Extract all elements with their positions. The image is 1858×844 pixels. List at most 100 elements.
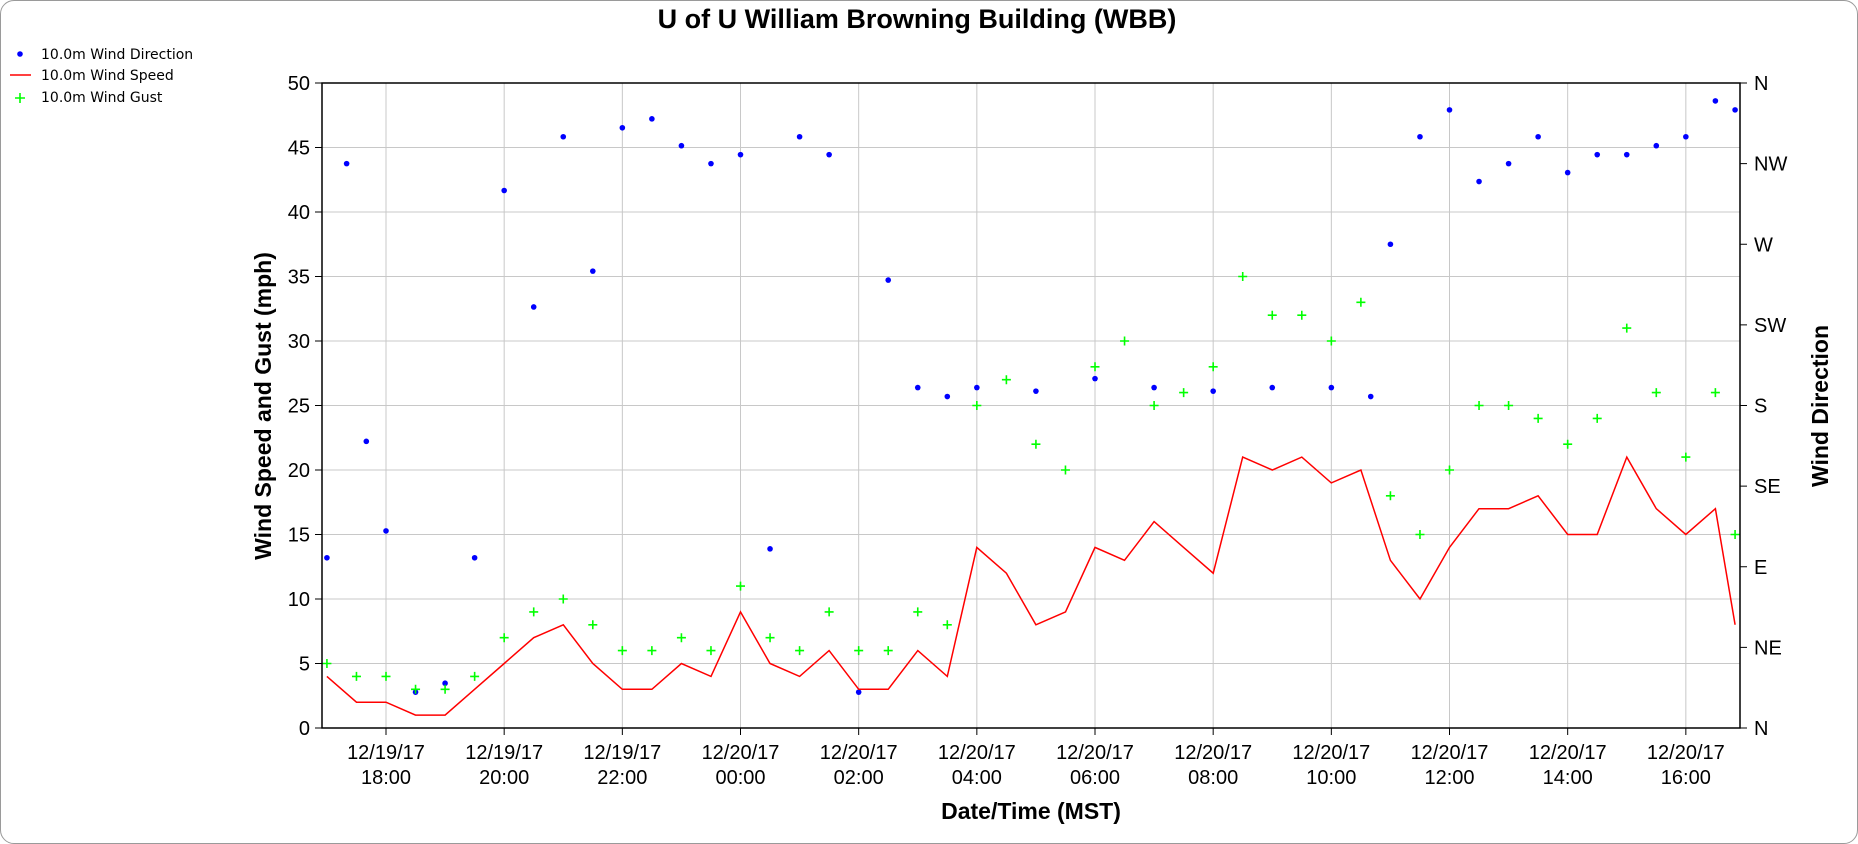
wind-gust-point xyxy=(1001,375,1011,385)
wind-direction-point xyxy=(767,546,773,552)
y-tick-label: 30 xyxy=(288,331,310,353)
wind-direction-point xyxy=(1446,107,1453,113)
wind-gust-point xyxy=(351,671,361,681)
x-tick-time: 10:00 xyxy=(1306,767,1356,789)
wind-direction-point xyxy=(1151,384,1157,391)
y2-tick-label: S xyxy=(1754,396,1767,418)
y-tick-label: 15 xyxy=(288,525,310,547)
wind-gust-point xyxy=(322,659,332,668)
x-tick-time: 02:00 xyxy=(834,767,884,789)
wind-direction-point xyxy=(1033,388,1039,394)
wind-gust-point xyxy=(617,646,627,656)
wind-gust-point xyxy=(1651,388,1661,398)
y2-tick-label: NE xyxy=(1754,637,1782,659)
x-tick-time: 08:00 xyxy=(1188,767,1238,789)
wind-gust-point xyxy=(972,401,982,410)
wind-direction-point xyxy=(501,187,507,194)
wind-direction-point xyxy=(649,116,655,122)
legend: 10.0m Wind Direction 10.0m Wind Speed 10… xyxy=(10,47,193,106)
wind-gust-point xyxy=(1710,388,1720,398)
wind-direction-point xyxy=(737,151,744,158)
wind-direction-point xyxy=(1476,178,1482,185)
x-tick-date: 12/20/17 xyxy=(1174,742,1252,764)
wind-direction-point xyxy=(1417,133,1423,140)
x-tick-date: 12/19/17 xyxy=(465,742,543,764)
wind-speed-series xyxy=(326,455,1736,716)
wind-gust-point xyxy=(854,646,864,656)
wind-direction-point xyxy=(678,142,685,149)
wind-direction-point xyxy=(796,133,803,140)
wind-gust-point xyxy=(1592,413,1602,423)
x-tick-time: 00:00 xyxy=(715,767,765,789)
wind-direction-point xyxy=(1732,107,1738,113)
wind-gust-point xyxy=(913,607,923,617)
wind-gust-point xyxy=(1356,297,1366,307)
wind-gust-point xyxy=(1730,530,1740,539)
wind-gust-point xyxy=(795,646,805,656)
y-tick-label: 25 xyxy=(288,396,310,418)
x-tick-time: 14:00 xyxy=(1543,767,1593,789)
wind-direction-point xyxy=(1535,133,1541,140)
wind-gust-point xyxy=(381,671,391,681)
wind-gust-point xyxy=(1445,465,1455,475)
x-tick-time: 12:00 xyxy=(1424,767,1474,789)
x-tick-date: 12/20/17 xyxy=(702,742,780,764)
wind-gust-point xyxy=(529,607,539,617)
y-tick-label: 5 xyxy=(299,654,310,676)
wind-gust-point xyxy=(1120,336,1130,346)
y2-tick-label: N xyxy=(1754,73,1768,95)
wind-direction-point xyxy=(1269,384,1276,391)
legend-gust-label: 10.0m Wind Gust xyxy=(41,90,163,106)
wind-direction-point xyxy=(1092,375,1098,382)
wind-direction-point xyxy=(1623,151,1630,158)
y2-tick-label: SW xyxy=(1754,315,1786,337)
legend-gust-marker xyxy=(15,93,25,103)
wind-direction-point xyxy=(1653,142,1660,149)
x-tick-date: 12/20/17 xyxy=(1529,742,1607,764)
x-tick-date: 12/20/17 xyxy=(820,742,898,764)
y2-axis-ticks: N NE E SE S SW W NW N xyxy=(1740,73,1787,740)
x-tick-date: 12/19/17 xyxy=(347,742,425,764)
x-tick-time: 18:00 xyxy=(361,767,411,789)
chart-title: U of U William Browning Building (WBB) xyxy=(658,4,1177,34)
wind-gust-point xyxy=(1385,491,1395,501)
wind-gust-point xyxy=(706,646,716,656)
wind-gust-point xyxy=(1563,439,1573,449)
x-tick-date: 12/20/17 xyxy=(1411,742,1489,764)
x-tick-time: 20:00 xyxy=(479,767,529,789)
wind-direction-point xyxy=(885,277,892,283)
wind-gust-point xyxy=(1533,413,1543,423)
y-tick-label: 20 xyxy=(288,460,310,482)
wind-direction-point xyxy=(589,268,596,274)
x-axis-title: Date/Time (MST) xyxy=(941,798,1121,824)
wind-direction-point xyxy=(530,304,537,310)
x-tick-time: 06:00 xyxy=(1070,767,1120,789)
wind-gust-point xyxy=(942,620,952,630)
wind-gust-point xyxy=(1031,439,1041,449)
wind-direction-point xyxy=(1505,160,1512,167)
wind-gust-point xyxy=(1208,362,1218,372)
wind-gust-point xyxy=(1326,336,1336,346)
y-tick-label: 10 xyxy=(288,589,310,611)
y-tick-label: 35 xyxy=(288,267,310,289)
wind-gust-point xyxy=(1681,452,1691,462)
wind-gust-point xyxy=(411,684,421,694)
wind-gust-point xyxy=(824,607,834,617)
x-tick-time: 16:00 xyxy=(1661,767,1711,789)
wind-direction-point xyxy=(974,384,980,391)
wind-gust-point xyxy=(765,633,775,643)
wind-direction-point xyxy=(914,384,921,391)
wind-gust-point xyxy=(676,633,686,643)
x-tick-date: 12/20/17 xyxy=(1292,742,1370,764)
wind-direction-point xyxy=(619,124,626,131)
wind-direction-series xyxy=(324,98,1738,695)
wind-direction-point xyxy=(1564,169,1571,176)
x-axis-ticks: 12/19/17 18:00 12/19/17 20:00 12/19/17 22:00 1… xyxy=(347,728,1725,789)
y-axis-title: Wind Speed and Gust (mph) xyxy=(250,252,276,560)
wind-direction-point xyxy=(383,528,389,534)
legend-direction-marker xyxy=(17,51,23,57)
legend-direction-label: 10.0m Wind Direction xyxy=(41,47,193,63)
wind-direction-point xyxy=(1594,151,1601,158)
y2-tick-label: E xyxy=(1754,557,1767,579)
wind-direction-point xyxy=(363,438,370,445)
